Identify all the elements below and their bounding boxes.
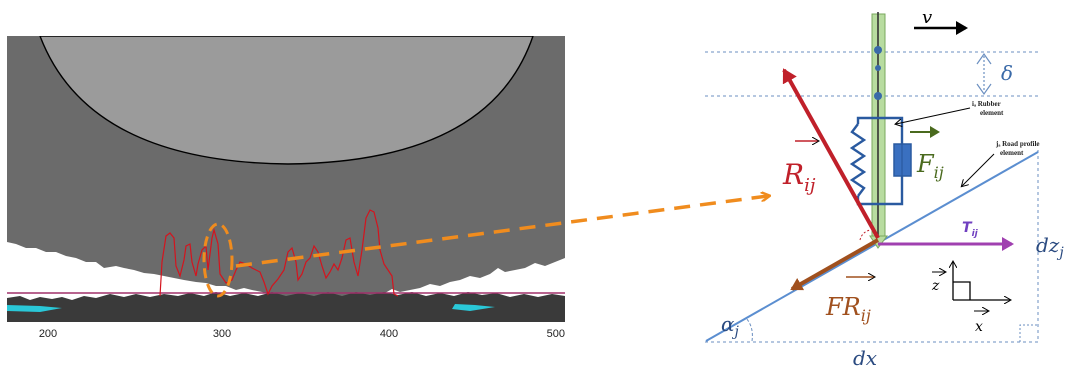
x-tick-label: 300 bbox=[213, 328, 231, 340]
road-surface bbox=[7, 292, 565, 322]
rubber-note-pointer bbox=[896, 107, 971, 124]
dx-label: dx bbox=[853, 346, 877, 367]
rubber-element-note: iₐ Rubber bbox=[972, 100, 1001, 108]
road-element-note: element bbox=[1000, 149, 1024, 157]
spring-icon bbox=[849, 123, 867, 197]
delta-label: δ bbox=[1001, 61, 1013, 85]
rubber-element-note: element bbox=[980, 109, 1004, 117]
x-tick-label: 500 bbox=[547, 328, 565, 340]
delta-arrowhead-bottom bbox=[976, 83, 992, 96]
road-note-pointer bbox=[962, 153, 995, 186]
coordinate-axes: z x bbox=[931, 262, 1010, 335]
alpha-label: αj bbox=[721, 312, 740, 340]
node-circle bbox=[874, 46, 882, 54]
force-FR-label: FRij bbox=[825, 293, 871, 325]
force-R-arrow bbox=[782, 68, 880, 239]
x-tick-label: 200 bbox=[39, 328, 57, 340]
force-T-label: Tij bbox=[962, 220, 979, 239]
force-F-label: Fij bbox=[916, 150, 944, 182]
x-tick-label: 400 bbox=[380, 328, 398, 340]
tire-wheel-disk bbox=[39, 36, 534, 165]
contact-angle-arc bbox=[859, 229, 871, 241]
road-element-note: jₐ Road profile bbox=[995, 140, 1040, 148]
right-angle-marker bbox=[1019, 324, 1037, 342]
force-FR-arrow bbox=[790, 238, 879, 291]
simulation-panel bbox=[7, 36, 565, 322]
contact-pressure-trace bbox=[159, 209, 399, 297]
zoom-callout bbox=[202, 196, 768, 298]
force-R-label: Rij bbox=[782, 158, 816, 196]
dz-label: dzj bbox=[1036, 233, 1064, 261]
water-patch bbox=[7, 305, 62, 312]
x-axis-label: x bbox=[975, 319, 983, 335]
water-patch bbox=[452, 304, 495, 311]
node-circle bbox=[874, 92, 882, 100]
delta-arrowhead-top bbox=[976, 52, 992, 65]
zoom-arrow bbox=[235, 196, 768, 268]
alpha-arc bbox=[745, 317, 753, 342]
zoom-region-ellipse bbox=[202, 222, 234, 298]
road-profile-line bbox=[705, 151, 1039, 342]
velocity-label: v bbox=[922, 7, 932, 28]
x-axis: 200 300 400 500 bbox=[39, 328, 565, 340]
z-axis-label: z bbox=[931, 278, 940, 294]
force-diagram: δ v iₐ Rubber element jₐ Ro bbox=[705, 7, 1064, 367]
node-circle bbox=[875, 65, 881, 71]
